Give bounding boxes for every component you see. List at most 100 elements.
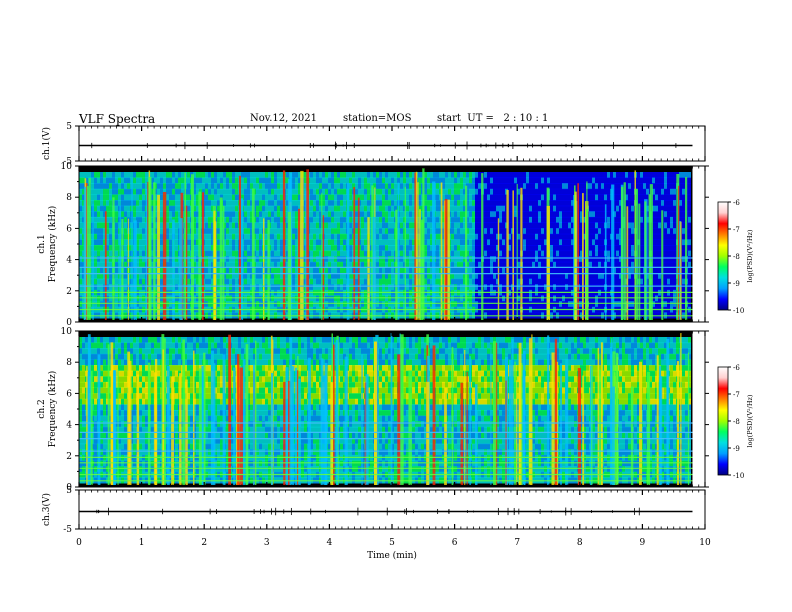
noise-cell bbox=[478, 278, 481, 285]
noise-cell bbox=[121, 205, 124, 212]
noise-cell bbox=[496, 261, 499, 268]
noise-cell bbox=[544, 211, 547, 218]
noise-cell bbox=[613, 222, 616, 229]
noise-cell bbox=[451, 228, 454, 235]
noise-cell bbox=[508, 273, 511, 280]
noise-cell bbox=[514, 273, 517, 280]
noise-cell bbox=[526, 301, 529, 308]
noise-cell bbox=[310, 222, 313, 229]
noise-cell bbox=[379, 250, 382, 257]
noise-cell bbox=[325, 250, 328, 257]
noise-cell bbox=[526, 295, 529, 302]
noise-cell bbox=[511, 177, 514, 184]
noise-cell bbox=[247, 216, 250, 223]
noise-cell bbox=[355, 177, 358, 184]
noise-cell bbox=[412, 228, 415, 235]
noise-cell bbox=[280, 177, 283, 184]
noise-cell bbox=[541, 188, 544, 195]
noise-cell bbox=[478, 188, 481, 195]
noise-cell bbox=[607, 228, 610, 235]
noise-cell bbox=[583, 295, 586, 302]
noise-cell bbox=[223, 261, 226, 268]
noise-cell bbox=[571, 216, 574, 223]
noise-cell bbox=[508, 245, 511, 252]
noise-cell bbox=[616, 228, 619, 235]
noise-cell bbox=[259, 284, 262, 291]
noise-cell bbox=[340, 273, 343, 280]
noise-cell bbox=[349, 284, 352, 291]
noise-cell bbox=[556, 284, 559, 291]
noise-cell bbox=[385, 211, 388, 218]
noise-cell bbox=[559, 233, 562, 240]
noise-cell bbox=[436, 256, 439, 263]
noise-cell bbox=[304, 172, 307, 179]
noise-cell bbox=[490, 222, 493, 229]
noise-cell bbox=[457, 183, 460, 190]
noise-cell bbox=[613, 245, 616, 252]
noise-cell bbox=[550, 256, 553, 263]
noise-cell bbox=[97, 273, 100, 280]
noise-cell bbox=[436, 250, 439, 257]
noise-cell bbox=[616, 301, 619, 308]
noise-cell bbox=[523, 284, 526, 291]
noise-cell bbox=[427, 194, 430, 201]
noise-cell bbox=[526, 172, 529, 179]
noise-cell bbox=[169, 172, 172, 179]
noise-cell bbox=[286, 284, 289, 291]
noise-cell bbox=[529, 228, 532, 235]
noise-cell bbox=[97, 239, 100, 246]
noise-cell bbox=[169, 267, 172, 274]
noise-cell bbox=[268, 194, 271, 201]
noise-cell bbox=[484, 267, 487, 274]
noise-cell bbox=[427, 245, 430, 252]
noise-cell bbox=[538, 261, 541, 268]
noise-cell bbox=[406, 200, 409, 207]
noise-cell bbox=[406, 250, 409, 257]
noise-cell bbox=[508, 205, 511, 212]
noise-cell bbox=[115, 273, 118, 280]
noise-cell bbox=[340, 222, 343, 229]
noise-cell bbox=[589, 194, 592, 201]
noise-cell bbox=[430, 256, 433, 263]
noise-cell bbox=[460, 278, 463, 285]
noise-cell bbox=[493, 239, 496, 246]
noise-cell bbox=[424, 273, 427, 280]
noise-cell bbox=[553, 239, 556, 246]
noise-cell bbox=[349, 278, 352, 285]
noise-cell bbox=[562, 172, 565, 179]
noise-cell bbox=[97, 284, 100, 291]
noise-cell bbox=[361, 216, 364, 223]
noise-cell bbox=[337, 188, 340, 195]
noise-cell bbox=[517, 188, 520, 195]
noise-cell bbox=[502, 205, 505, 212]
noise-cell bbox=[538, 250, 541, 257]
noise-cell bbox=[613, 233, 616, 240]
noise-cell bbox=[235, 177, 238, 184]
noise-cell bbox=[328, 295, 331, 302]
noise-cell bbox=[349, 194, 352, 201]
noise-cell bbox=[361, 301, 364, 308]
noise-cell bbox=[229, 284, 232, 291]
noise-cell bbox=[490, 188, 493, 195]
noise-cell bbox=[286, 233, 289, 240]
noise-cell bbox=[436, 228, 439, 235]
noise-cell bbox=[598, 200, 601, 207]
noise-cell bbox=[178, 183, 181, 190]
noise-cell bbox=[151, 177, 154, 184]
noise-cell bbox=[328, 245, 331, 252]
noise-cell bbox=[553, 245, 556, 252]
noise-cell bbox=[172, 205, 175, 212]
noise-cell bbox=[208, 211, 211, 218]
noise-cell bbox=[583, 261, 586, 268]
noise-cell bbox=[496, 194, 499, 201]
noise-cell bbox=[322, 177, 325, 184]
noise-cell bbox=[589, 188, 592, 195]
y-tick-label: 5 bbox=[66, 122, 72, 132]
noise-cell bbox=[550, 188, 553, 195]
noise-cell bbox=[223, 233, 226, 240]
noise-cell bbox=[622, 216, 625, 223]
noise-cell bbox=[613, 256, 616, 263]
noise-cell bbox=[274, 233, 277, 240]
noise-cell bbox=[628, 256, 631, 263]
noise-cell bbox=[313, 261, 316, 268]
